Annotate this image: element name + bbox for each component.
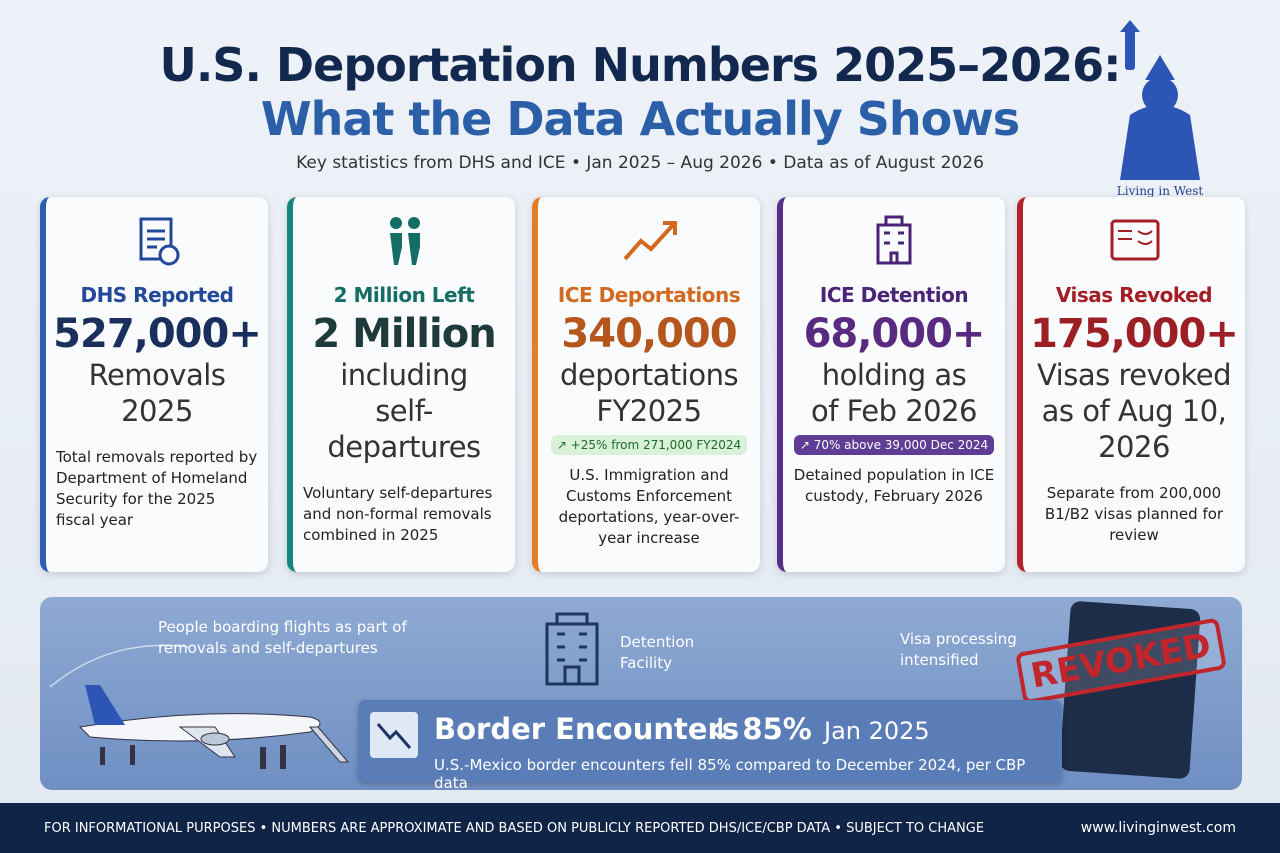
card-badge: ↗ 70% above 39,000 Dec 2024 xyxy=(793,435,995,455)
card-figure: 527,000+ xyxy=(53,311,262,357)
card-label: 2025 xyxy=(121,394,193,428)
card-icon xyxy=(1110,219,1160,261)
card-label: Visas revoked xyxy=(1036,358,1232,392)
card-label: holding as xyxy=(821,358,967,392)
card-description: Total removals reported by Department of… xyxy=(56,448,258,529)
card-heading: Visas Revoked xyxy=(1055,283,1213,307)
card-icon xyxy=(623,221,677,261)
card-label: self-departures xyxy=(327,394,481,464)
card-icon xyxy=(876,215,912,265)
card-label: including xyxy=(340,358,468,392)
stat-card: ICE Detention 68,000+ holding as of Feb 202… xyxy=(777,197,1005,572)
footer: FOR INFORMATIONAL PURPOSES • NUMBERS ARE… xyxy=(0,803,1280,853)
border-title: Border Encounters xyxy=(434,712,740,746)
decline-icon xyxy=(370,712,418,758)
card-label: deportations xyxy=(559,358,739,392)
liberty-logo xyxy=(1120,20,1200,180)
disclaimer: FOR INFORMATIONAL PURPOSES • NUMBERS ARE… xyxy=(44,821,985,836)
card-icon xyxy=(390,217,420,265)
card-figure: 340,000 xyxy=(561,311,737,357)
card-figure: 68,000+ xyxy=(803,311,986,357)
card-label: of Feb 2026 xyxy=(810,394,978,428)
card-figure: 175,000+ xyxy=(1030,311,1239,357)
card-badge: ↗ +25% from 271,000 FY2024 xyxy=(550,435,748,455)
card-label: Removals xyxy=(88,358,226,392)
url: www.livinginwest.com xyxy=(1080,820,1236,836)
border-change: ↓ 85% xyxy=(708,712,812,746)
building-icon xyxy=(545,612,599,686)
plane-illustration xyxy=(49,644,350,769)
card-label: as of Aug 10, xyxy=(1041,394,1227,428)
flights-caption: People boarding flights as part of remov… xyxy=(158,618,407,657)
card-heading: ICE Deportations xyxy=(557,283,741,307)
card-heading: ICE Detention xyxy=(819,283,969,307)
card-heading: 2 Million Left xyxy=(333,283,475,307)
card-figure: 2 Million xyxy=(312,311,496,357)
card-heading: DHS Reported xyxy=(80,283,234,307)
subtitle: Key statistics from DHS and ICE • Jan 20… xyxy=(296,153,984,173)
card-label: FY2025 xyxy=(596,394,702,428)
card-label: 2026 xyxy=(1098,430,1170,464)
card-description: U.S. Immigration and Customs Enforcement… xyxy=(558,466,740,547)
stat-card: ICE Deportations 340,000 deportations FY202… xyxy=(532,197,760,572)
border-date: Jan 2025 xyxy=(824,717,930,745)
border-note: U.S.-Mexico border encounters fell 85% c… xyxy=(434,756,1026,792)
title: U.S. Deportation Numbers 2025–2026: xyxy=(159,38,1121,92)
card-description: Separate from 200,000 B1/B2 visas planne… xyxy=(1044,484,1224,544)
logo-text: Living in West xyxy=(1116,184,1204,198)
card-description: Voluntary self-departures and non-formal… xyxy=(303,484,493,544)
stat-card: 2 Million Left 2 Million including self-dep… xyxy=(287,197,515,572)
visa-caption: Visa processing intensified xyxy=(900,630,1017,669)
card-description: Detained population in ICE custody, Febr… xyxy=(793,466,995,505)
border-box: Border Encounters ↓ 85% Jan 2025 U.S.-Me… xyxy=(358,700,1062,792)
stat-card: DHS Reported 527,000+ Removals 2025 Total re… xyxy=(40,197,268,572)
card-icon xyxy=(139,217,180,266)
title: What the Data Actually Shows xyxy=(260,92,1020,146)
stat-card: Visas Revoked 175,000+ Visas revoked as of … xyxy=(1017,197,1245,572)
detention-caption: Detention Facility xyxy=(620,633,695,672)
